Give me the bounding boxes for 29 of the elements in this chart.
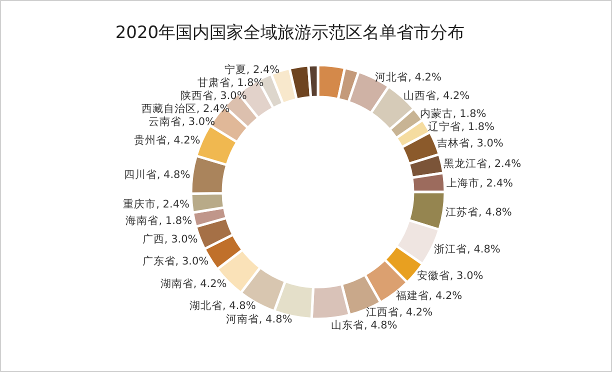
slice-label: 海南省, 1.8% [126,214,192,228]
slice-label: 湖北省, 4.8% [189,299,256,312]
slice-label: 浙江省, 4.8% [434,242,500,256]
slice-label: 湖南省, 4.2% [160,277,227,290]
slice-label: 西藏自治区, 2.4% [141,102,230,115]
slice-label: 陕西省, 3.0% [180,88,247,102]
slice-label: 河南省, 4.8% [226,312,292,326]
slice-label: 山西省, 4.2% [403,89,470,102]
slice-label: 河北省, 4.2% [375,70,442,84]
slice-label: 贵州省, 4.2% [134,133,200,146]
slice-label: 重庆市, 2.4% [123,197,190,210]
slice-label: 甘肃省, 1.8% [197,76,264,89]
slice-label: 江西省, 4.2% [366,306,433,319]
slice-label: 吉林省, 3.0% [437,136,504,150]
slice-label: 山东省, 4.8% [330,318,398,332]
slice-label: 云南省, 3.0% [148,114,216,128]
slice-label: 广东省, 3.0% [142,254,209,268]
slice-label: 江苏省, 4.8% [446,205,512,218]
slice-label: 广西, 3.0% [142,232,198,246]
title: 2020年国内国家全域旅游示范区名单省市分布 [115,23,465,43]
slice-label: 安徽省, 3.0% [416,268,484,282]
slice-label: 福建省, 4.2% [396,288,462,302]
slice-label: 辽宁省, 1.8% [428,120,495,133]
slice: 四川省, 4.8% [124,154,228,195]
slice-label: 上海市, 2.4% [446,176,514,190]
slice-label: 四川省, 4.8% [124,168,190,182]
slice-label: 宁夏, 2.4% [224,62,280,76]
slice-label: 内蒙古, 1.8% [420,106,486,120]
slice-label: 黑龙江省, 2.4% [444,157,522,170]
